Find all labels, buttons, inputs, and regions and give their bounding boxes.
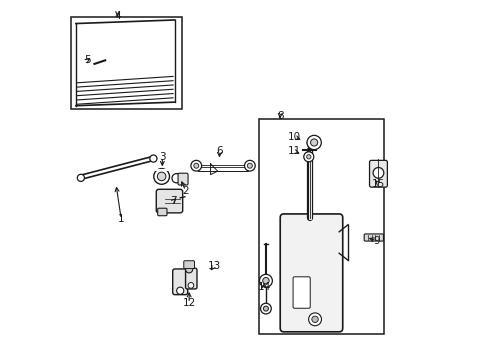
FancyBboxPatch shape <box>183 261 194 269</box>
Text: 1: 1 <box>118 214 124 224</box>
Circle shape <box>303 152 313 162</box>
Text: 13: 13 <box>207 261 220 271</box>
FancyBboxPatch shape <box>280 214 342 332</box>
Circle shape <box>153 168 169 184</box>
Text: 12: 12 <box>182 298 195 308</box>
Text: 8: 8 <box>276 111 283 121</box>
Text: 14: 14 <box>257 282 270 292</box>
Circle shape <box>308 313 321 326</box>
FancyBboxPatch shape <box>172 269 187 295</box>
Text: 2: 2 <box>182 186 188 196</box>
Text: 10: 10 <box>287 132 301 142</box>
Text: 3: 3 <box>159 152 165 162</box>
FancyBboxPatch shape <box>178 173 188 185</box>
Circle shape <box>193 163 198 168</box>
Circle shape <box>263 306 268 311</box>
Circle shape <box>149 155 157 162</box>
Text: 5: 5 <box>84 55 90 65</box>
FancyBboxPatch shape <box>369 160 386 187</box>
Circle shape <box>372 167 383 178</box>
Circle shape <box>260 303 271 314</box>
Text: 15: 15 <box>371 179 384 189</box>
Circle shape <box>311 316 318 323</box>
FancyBboxPatch shape <box>156 189 183 213</box>
Text: 7: 7 <box>169 197 176 206</box>
Circle shape <box>244 160 255 171</box>
Circle shape <box>190 160 201 171</box>
Circle shape <box>247 163 252 168</box>
Bar <box>258 119 383 334</box>
Circle shape <box>188 283 193 288</box>
FancyBboxPatch shape <box>292 277 309 308</box>
FancyBboxPatch shape <box>185 268 197 289</box>
Text: 6: 6 <box>216 147 223 157</box>
Circle shape <box>185 266 192 273</box>
FancyBboxPatch shape <box>364 234 383 241</box>
Circle shape <box>172 174 181 183</box>
Circle shape <box>77 174 84 181</box>
Circle shape <box>157 172 165 181</box>
Bar <box>71 18 182 109</box>
Text: 9: 9 <box>373 236 379 246</box>
Circle shape <box>259 274 272 287</box>
Circle shape <box>306 155 310 159</box>
FancyBboxPatch shape <box>157 208 166 216</box>
Circle shape <box>310 139 317 146</box>
Text: 11: 11 <box>287 147 301 157</box>
Circle shape <box>176 287 183 294</box>
Circle shape <box>262 278 268 284</box>
Circle shape <box>306 135 321 150</box>
Text: 4: 4 <box>114 11 121 21</box>
